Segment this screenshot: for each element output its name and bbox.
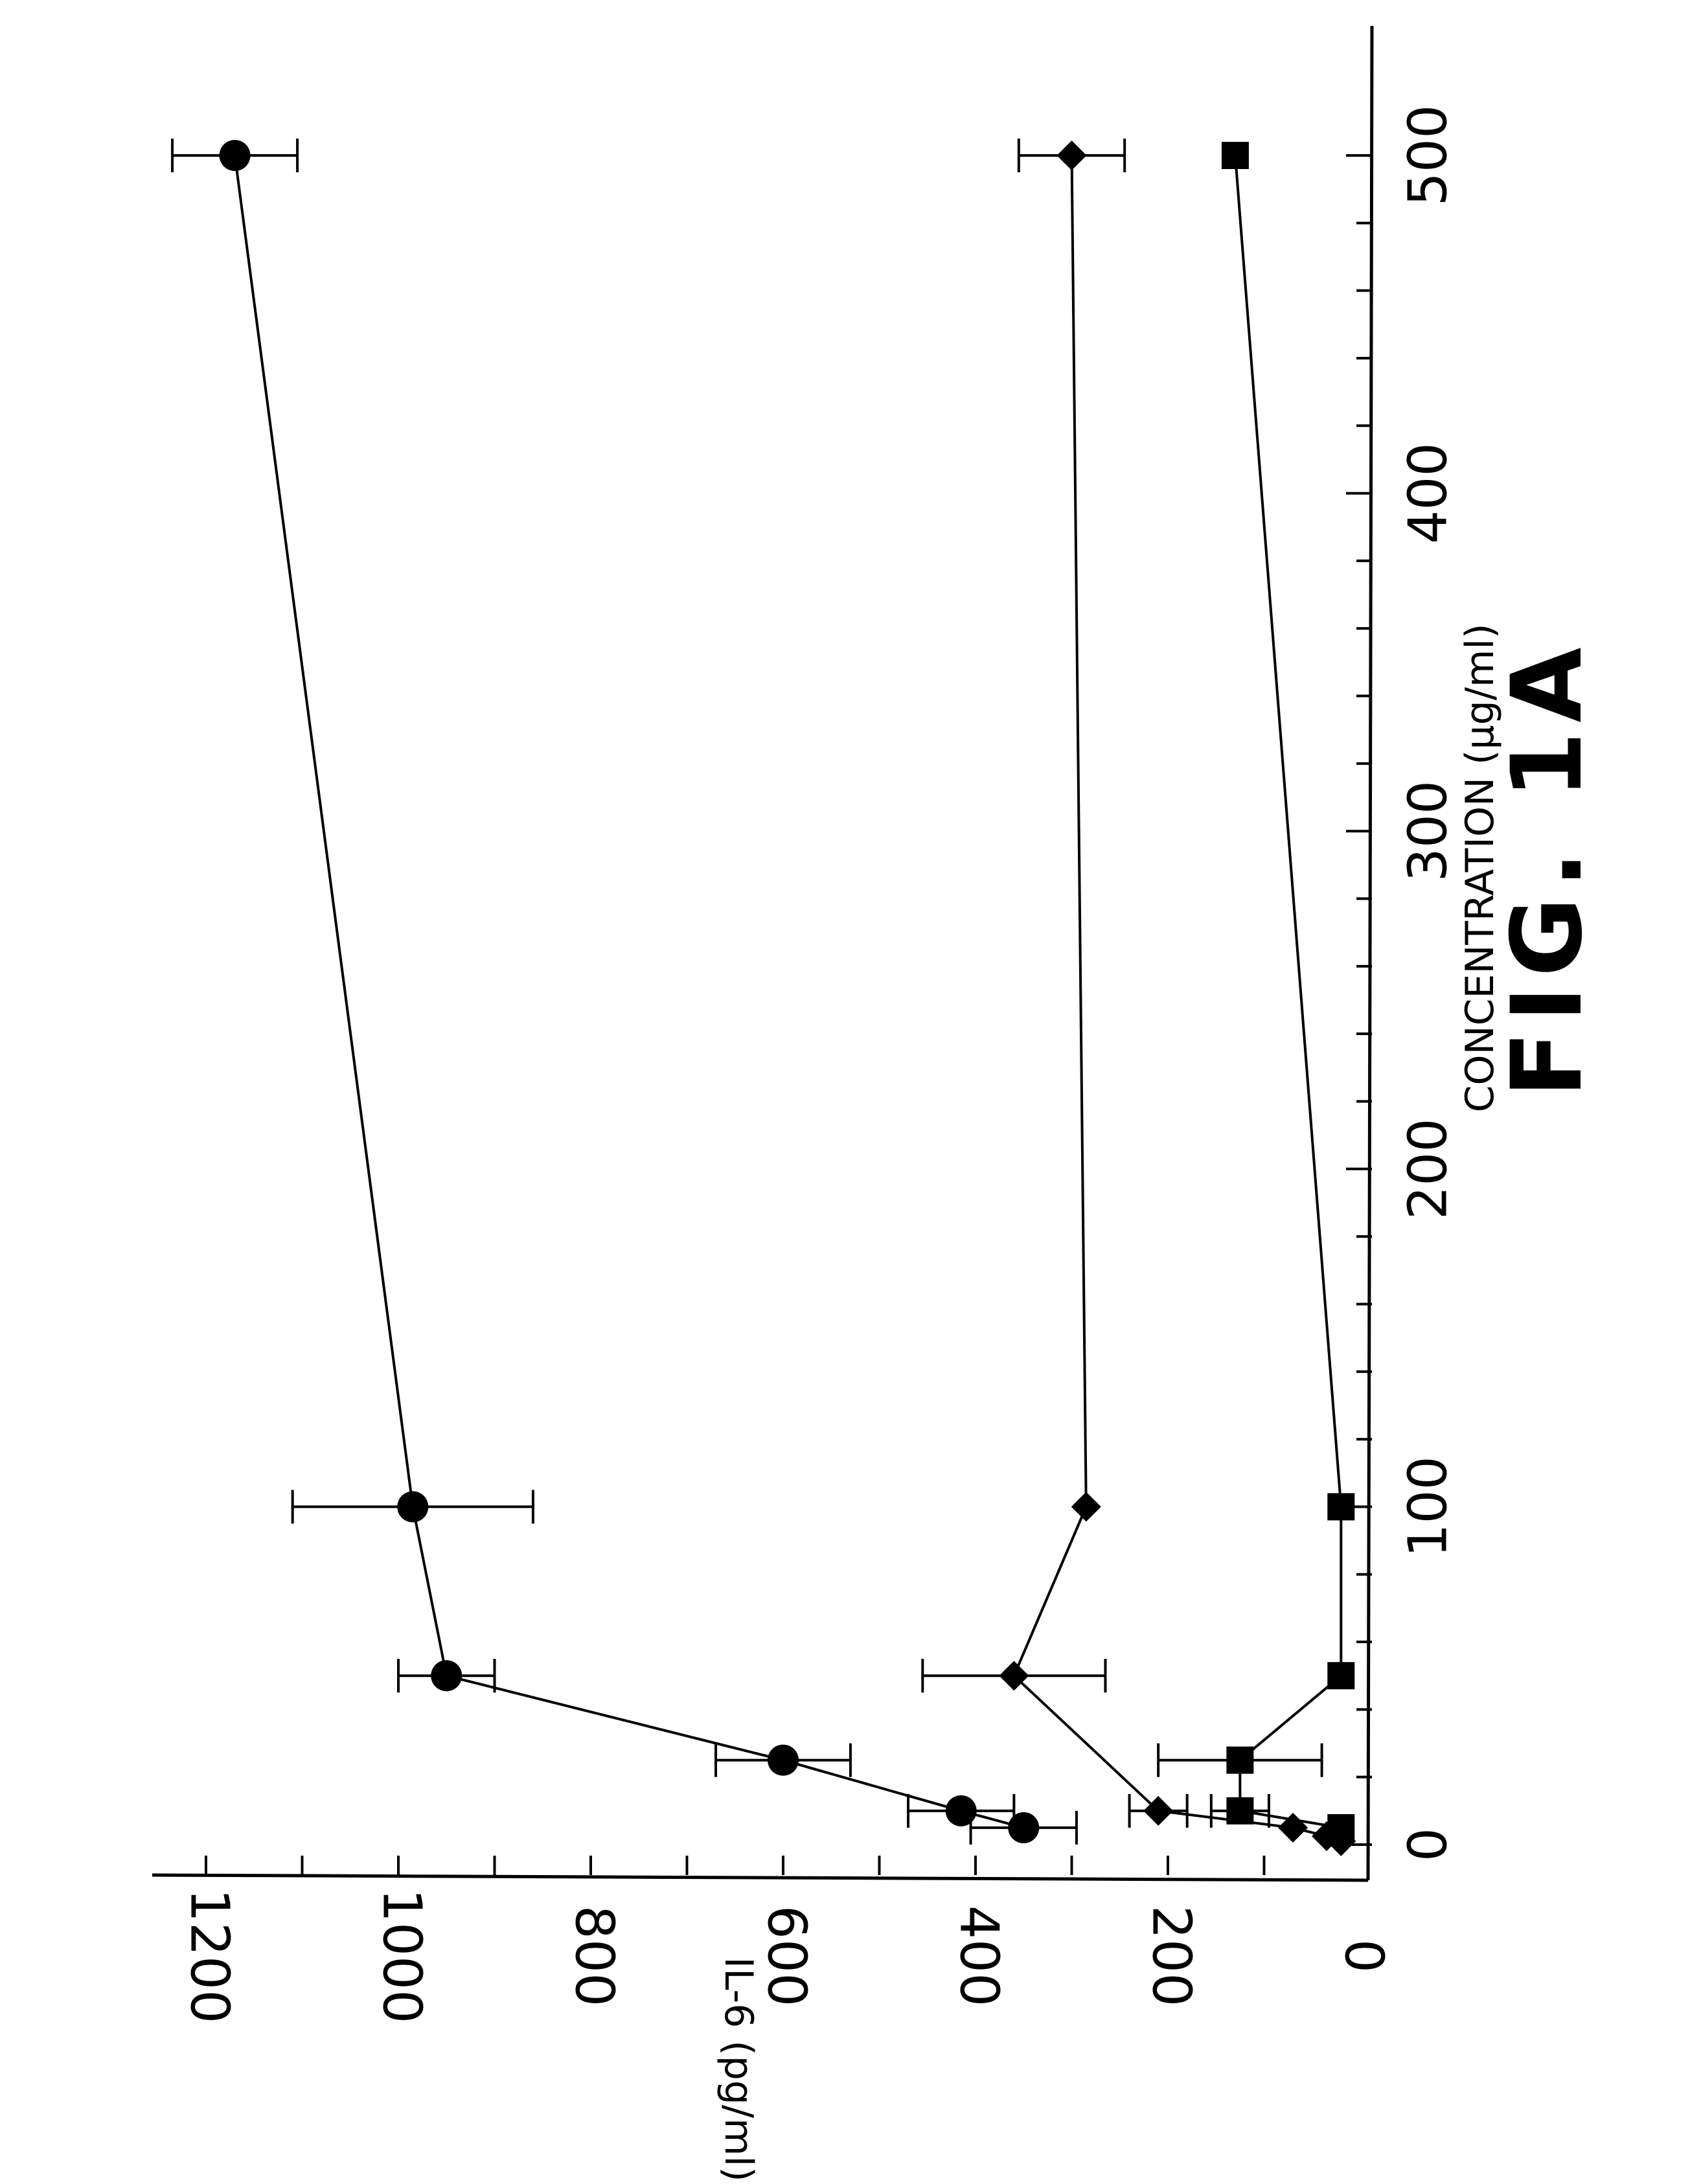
data-point-square: [1327, 1493, 1354, 1520]
data-point-square: [1226, 1747, 1253, 1774]
y-axis-label: IL-6 (pg/ml): [716, 1957, 761, 2181]
y-tick-label: 400: [948, 1905, 1010, 2007]
x-axis-ticks: 0 100 200 300 400 500: [1346, 105, 1459, 1861]
figure-caption: FIG. 1A: [1491, 638, 1604, 1097]
x-tick-label: 100: [1397, 1456, 1459, 1558]
x-tick-label: 400: [1397, 442, 1459, 544]
x-axis-line: [1368, 26, 1372, 1880]
series-circle: [172, 139, 1077, 1845]
series-layer: [172, 139, 1356, 1856]
x-tick-label: 300: [1397, 780, 1459, 882]
series-line: [1014, 155, 1341, 1841]
y-tick-label: 1200: [179, 1889, 240, 2024]
data-point-square: [1226, 1797, 1253, 1825]
y-tick-label: 600: [756, 1905, 817, 2007]
data-point-diamond: [1057, 141, 1087, 170]
y-tick-label: 200: [1141, 1905, 1202, 2007]
x-tick-label: 500: [1397, 105, 1459, 207]
plot-area: 0 100 200 300 400 500 0 200 400 600 800 1000 1200: [152, 26, 1459, 2023]
series-line: [235, 155, 1024, 1828]
data-point-square: [1327, 1662, 1354, 1689]
y-tick-label: 1000: [371, 1889, 433, 2024]
x-tick-label: 200: [1397, 1119, 1459, 1220]
x-tick-label: 0: [1397, 1828, 1459, 1861]
series-square: [1158, 142, 1354, 1841]
data-point-circle: [220, 140, 251, 171]
y-tick-label: 800: [564, 1905, 625, 2007]
series-diamond: [922, 139, 1356, 1856]
data-point-square: [1327, 1814, 1354, 1841]
data-point-circle: [431, 1660, 462, 1691]
y-axis-line: [152, 1875, 1368, 1880]
series-line: [1235, 155, 1341, 1828]
data-point-circle: [397, 1491, 428, 1522]
y-tick-label: 0: [1333, 1939, 1395, 1973]
data-point-diamond: [1071, 1492, 1101, 1521]
data-point-circle: [768, 1745, 799, 1776]
data-point-circle: [946, 1795, 977, 1826]
data-point-square: [1222, 142, 1249, 169]
